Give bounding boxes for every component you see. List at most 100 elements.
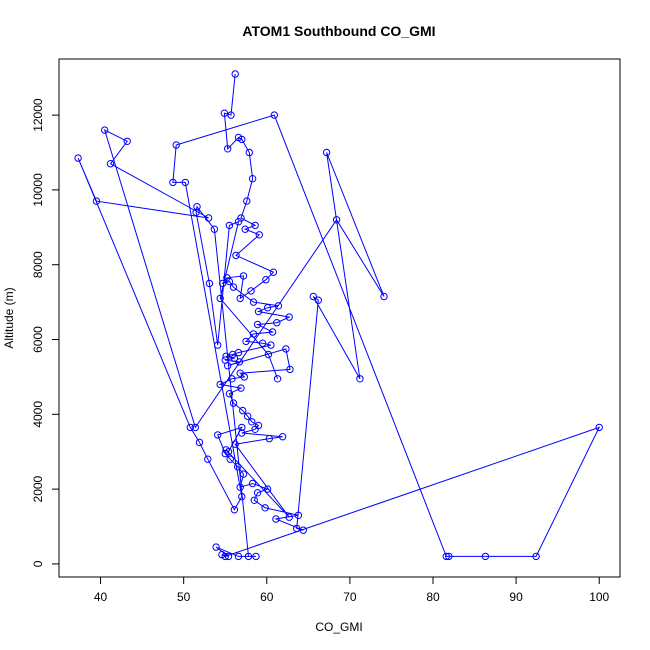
data-point	[250, 496, 259, 504]
x-axis-label: CO_GMI	[315, 620, 362, 634]
x-tick-label: 60	[260, 590, 274, 604]
data-point	[242, 337, 250, 346]
data-point	[101, 126, 109, 134]
data-point	[229, 350, 237, 359]
data-point	[261, 504, 269, 512]
series-layer	[74, 70, 603, 561]
data-point	[210, 225, 219, 233]
data-point	[481, 552, 490, 561]
data-point	[227, 111, 235, 119]
data-point	[191, 423, 200, 432]
data-point	[285, 513, 293, 521]
data-point	[234, 552, 243, 561]
data-point	[74, 154, 82, 162]
data-point	[212, 543, 220, 551]
data-point	[442, 552, 450, 561]
data-point	[224, 145, 232, 153]
data-point	[239, 406, 247, 415]
data-point	[224, 362, 232, 370]
data-point	[220, 109, 229, 117]
chart-title: ATOM1 Southbound CO_GMI	[242, 23, 435, 39]
data-point	[239, 272, 248, 280]
data-point	[235, 358, 244, 366]
data-point	[263, 485, 272, 493]
data-point	[356, 375, 364, 383]
data-point	[445, 552, 453, 561]
data-point	[273, 319, 281, 327]
data-point	[192, 208, 200, 217]
data-point	[269, 268, 278, 276]
data-point	[222, 446, 230, 454]
data-point	[205, 279, 214, 288]
data-point	[258, 339, 267, 347]
data-point	[244, 412, 252, 420]
series-line	[77, 73, 601, 557]
data-point	[224, 552, 233, 561]
data-point	[231, 440, 239, 448]
data-point	[228, 375, 236, 383]
data-point	[254, 307, 263, 316]
y-tick-label: 2000	[31, 475, 45, 502]
data-point	[272, 515, 280, 523]
y-tick-label: 10000	[31, 173, 45, 207]
data-point	[267, 341, 275, 349]
y-axis-label: Altitude (m)	[2, 287, 16, 348]
data-point	[247, 287, 255, 295]
data-point	[186, 423, 195, 432]
data-point	[214, 431, 222, 439]
y-tick-label: 6000	[31, 326, 45, 353]
y-tick-label: 8000	[31, 251, 45, 278]
data-point	[204, 214, 213, 222]
data-point	[243, 197, 251, 205]
data-point	[237, 384, 245, 392]
data-point	[245, 148, 254, 157]
data-point	[380, 292, 388, 301]
data-point	[195, 438, 204, 447]
data-point	[251, 221, 259, 230]
data-point	[221, 449, 229, 458]
data-point	[293, 524, 301, 533]
data-point	[236, 294, 244, 303]
data-point	[214, 341, 222, 349]
data-point	[248, 479, 257, 488]
data-point	[255, 231, 263, 239]
data-point	[218, 550, 226, 559]
data-point	[322, 148, 331, 157]
plot-frame	[58, 58, 621, 578]
data-point	[282, 345, 290, 353]
y-tick-label: 12000	[31, 98, 45, 132]
data-point	[181, 178, 190, 187]
data-point	[332, 216, 341, 224]
data-point	[204, 455, 212, 463]
data-point	[278, 433, 287, 441]
data-point	[249, 330, 258, 338]
data-point	[532, 552, 540, 561]
data-point	[92, 197, 101, 205]
data-point	[285, 313, 293, 321]
x-tick-label: 90	[509, 590, 523, 604]
data-point	[262, 276, 270, 284]
data-point	[193, 203, 201, 211]
data-point	[251, 425, 259, 433]
data-point	[248, 175, 257, 183]
data-point	[219, 279, 227, 288]
data-point	[238, 423, 246, 432]
data-point	[299, 526, 307, 534]
data-point	[286, 365, 294, 374]
data-point	[248, 418, 256, 426]
data-point	[106, 160, 115, 168]
data-point	[253, 489, 262, 497]
data-point	[273, 375, 282, 383]
x-tick-label: 100	[589, 590, 609, 604]
data-point	[123, 137, 131, 146]
data-point	[239, 470, 248, 478]
data-point	[225, 390, 234, 398]
data-point	[225, 221, 234, 230]
data-point	[234, 218, 243, 226]
data-point	[294, 511, 303, 519]
x-tick-label: 70	[343, 590, 357, 604]
data-point	[274, 302, 283, 310]
data-point	[270, 111, 278, 119]
data-point	[314, 296, 322, 304]
